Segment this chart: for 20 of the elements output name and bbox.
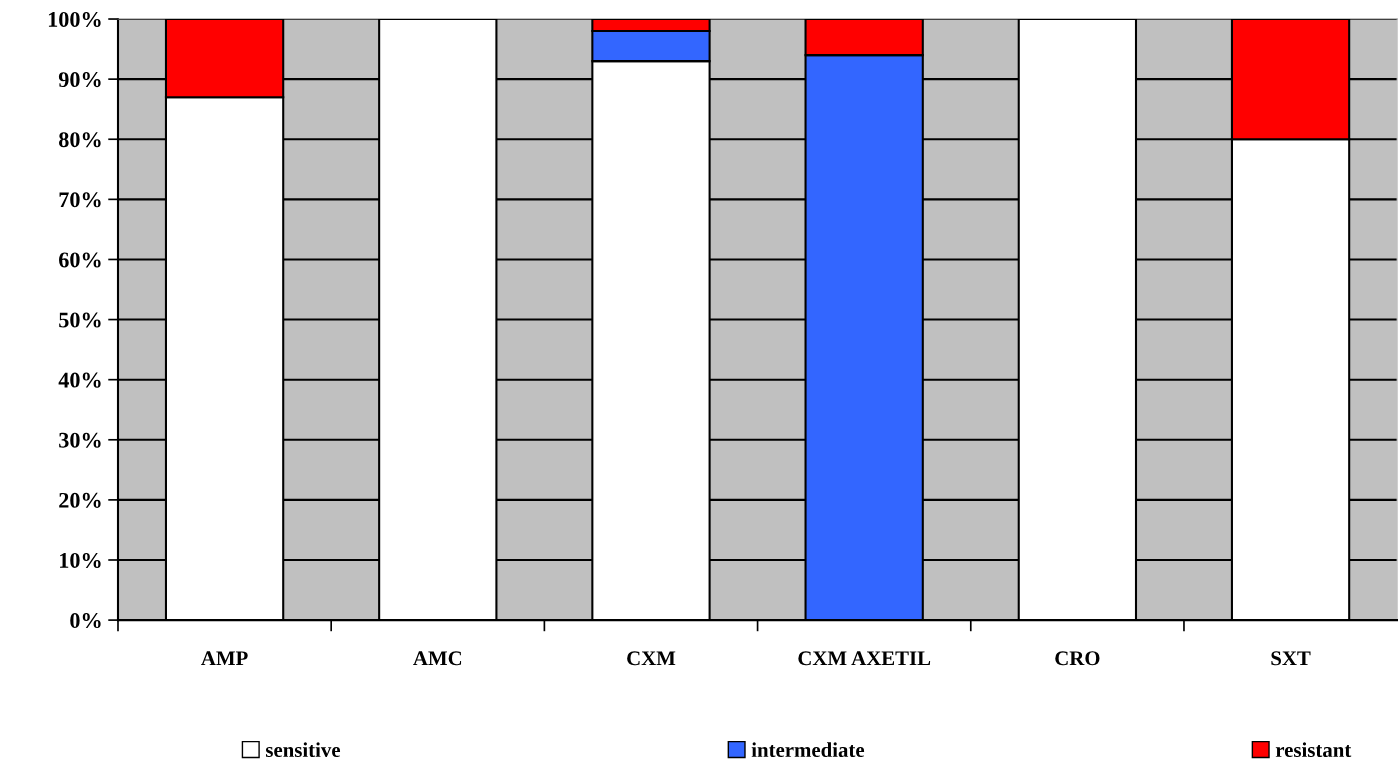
y-tick-label: 20% xyxy=(59,492,101,508)
y-tick-label: 80% xyxy=(59,132,101,148)
x-tick-label: AMP xyxy=(201,651,248,666)
x-tick-label: CRO xyxy=(1055,651,1100,666)
legend-label: intermediate xyxy=(751,742,865,758)
y-tick-label: 100% xyxy=(48,11,101,28)
x-tick-label: CXM xyxy=(627,651,676,666)
x-tick-label: AMC xyxy=(413,651,462,666)
x-tick-label: CXM AXETIL xyxy=(798,651,931,666)
y-tick-label: 0% xyxy=(70,613,101,629)
y-tick-label: 10% xyxy=(60,552,101,568)
y-tick-label: 40% xyxy=(58,372,101,388)
y-tick-label: 90% xyxy=(58,72,101,88)
legend-label: sensitive xyxy=(265,742,341,758)
y-tick-label: 30% xyxy=(59,432,101,448)
y-tick-label: 60% xyxy=(59,252,101,268)
y-tick-label: 70% xyxy=(59,192,101,208)
x-tick-label: SXT xyxy=(1271,651,1311,666)
y-tick-label: 50% xyxy=(59,312,101,328)
legend-label: resistant xyxy=(1275,742,1352,758)
